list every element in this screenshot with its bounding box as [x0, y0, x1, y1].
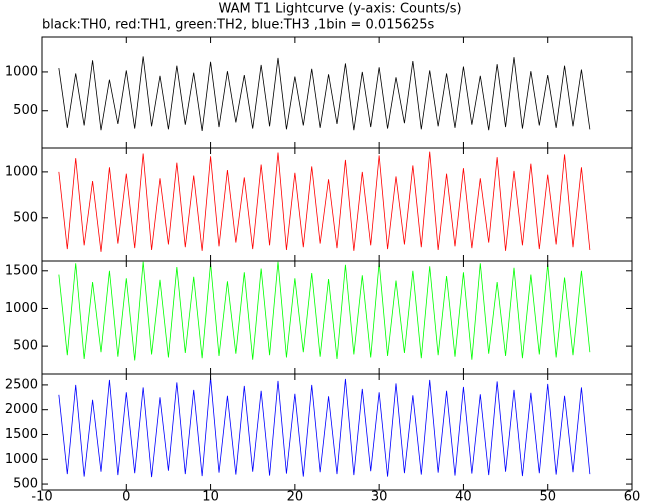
x-tick-label: 60 [624, 490, 641, 504]
y-tick-label: 1500 [5, 427, 38, 442]
x-tick-label: 10 [202, 490, 219, 504]
y-tick-label: 1000 [5, 452, 38, 467]
chart-title: WAM T1 Lightcurve (y-axis: Counts/s) [218, 2, 461, 17]
light-curve [58, 261, 591, 361]
panel-frame [41, 373, 633, 491]
light-curve [58, 56, 591, 131]
y-tick-label: 500 [13, 477, 38, 492]
y-tick-label: 2500 [5, 377, 38, 392]
x-tick-label: 0 [122, 490, 130, 504]
y-tick-label: 1000 [5, 301, 38, 316]
x-tick-label: 20 [287, 490, 304, 504]
panel-frame [41, 36, 633, 149]
x-tick-label: 30 [371, 490, 388, 504]
y-tick-label: 1500 [5, 263, 38, 278]
chart-subtitle: black:TH0, red:TH1, green:TH2, blue:TH3 … [42, 18, 435, 33]
y-tick-label: 500 [13, 210, 38, 225]
x-tick-label: 50 [539, 490, 556, 504]
light-curve [58, 377, 591, 478]
x-tick-label: -10 [31, 490, 52, 504]
light-curve [58, 151, 591, 252]
y-tick-label: 1000 [5, 64, 38, 79]
x-tick-label: 40 [455, 490, 472, 504]
y-tick-label: 500 [13, 103, 38, 118]
y-tick-label: 2000 [5, 402, 38, 417]
y-tick-label: 1000 [5, 164, 38, 179]
y-tick-label: 500 [13, 339, 38, 354]
